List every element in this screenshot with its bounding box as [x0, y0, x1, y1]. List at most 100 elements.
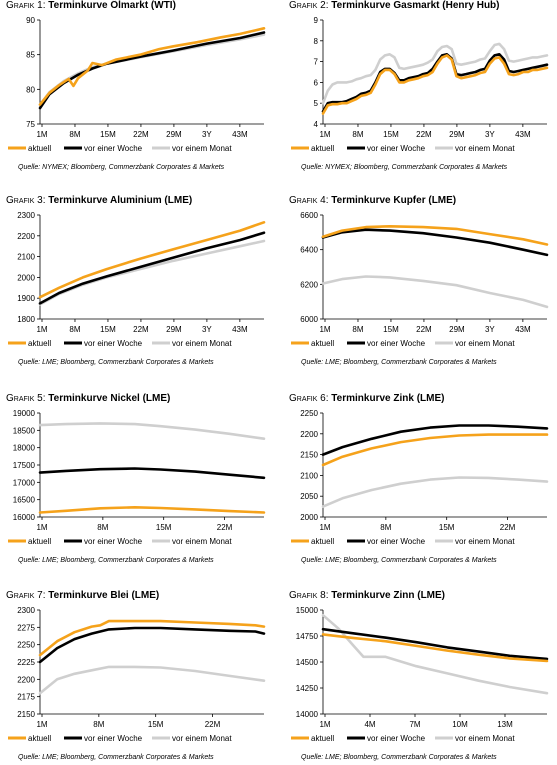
legend-label: aktuell	[28, 339, 51, 348]
x-tick-label: 15M	[383, 130, 399, 139]
chart-panel-5: Grafik 5: Terminkurve Nickel (LME) 16000 1…	[2, 393, 272, 568]
x-tick-label: 1M	[319, 720, 330, 729]
chart-source: Quelle: LME; Bloomberg, Commerzbank Corp…	[18, 359, 214, 366]
series-line-aktuell	[38, 221, 266, 299]
y-tick-label: 2175	[17, 693, 35, 702]
y-tick-label: 2200	[17, 232, 35, 241]
y-tick-label: 1900	[17, 294, 35, 303]
chart-title-text: Terminkurve Aluminium (LME)	[48, 195, 193, 206]
chart-panel-4: Grafik 4: Terminkurve Kupfer (LME) 6000 62…	[285, 195, 555, 370]
series-line-vor-einem-monat	[38, 239, 266, 306]
y-tick-label: 2250	[300, 409, 318, 418]
x-tick-label: 3Y	[202, 325, 212, 334]
series-line-vor-einer-woche	[38, 231, 266, 305]
legend-label: vor einer Woche	[367, 537, 426, 546]
y-tick-label: 80	[26, 85, 35, 94]
legend-label: vor einer Woche	[84, 144, 143, 153]
y-tick-label: 2000	[17, 273, 35, 282]
chart-number: Grafik 8:	[289, 590, 332, 601]
y-tick-label: 19000	[13, 409, 36, 418]
series-line-vor-einer-woche	[321, 53, 549, 113]
series-line-vor-einem-monat	[38, 665, 266, 695]
y-tick-label: 2000	[300, 513, 318, 522]
series-line-vor-einem-monat	[321, 42, 549, 105]
x-tick-label: 29M	[166, 325, 182, 334]
series-line-vor-einem-monat	[321, 275, 549, 309]
chart-number: Grafik 1:	[6, 0, 49, 11]
legend-label: vor einem Monat	[455, 144, 515, 153]
chart-source: Quelle: LME; Bloomberg, Commerzbank Corp…	[18, 754, 214, 761]
series-line-vor-einer-woche	[38, 31, 266, 110]
chart-title: Grafik 6: Terminkurve Zink (LME)	[289, 393, 444, 404]
series-line-vor-einem-monat	[321, 476, 549, 508]
chart-svg: 4 5 6 7 8 9 1M 8M 15M 22M 29M 3Y 43M aktuell vor einer…	[291, 16, 549, 153]
x-tick-label: 8M	[97, 523, 108, 532]
x-tick-label: 22M	[217, 523, 233, 532]
legend-label: aktuell	[311, 144, 334, 153]
chart-svg: 75 80 85 90 1M 8M 15M 22M 29M 3Y 43M aktuell vor ein…	[8, 16, 266, 153]
y-tick-label: 9	[314, 16, 319, 25]
legend-label: vor einem Monat	[455, 339, 515, 348]
chart-title-text: Terminkurve Zink (LME)	[331, 393, 445, 404]
x-tick-label: 22M	[416, 325, 432, 334]
x-tick-label: 22M	[416, 130, 432, 139]
x-tick-label: 15M	[100, 130, 116, 139]
x-tick-label: 10M	[452, 720, 468, 729]
x-tick-label: 3Y	[202, 130, 212, 139]
x-tick-label: 1M	[319, 325, 330, 334]
chart-title: Grafik 4: Terminkurve Kupfer (LME)	[289, 195, 456, 206]
chart-source: Quelle: LME; Bloomberg, Commerzbank Corp…	[301, 359, 497, 366]
series-line-vor-einem-monat	[321, 613, 549, 695]
legend-label: aktuell	[311, 537, 334, 546]
y-tick-label: 18500	[13, 426, 36, 435]
chart-number: Grafik 4:	[289, 195, 332, 206]
y-tick-label: 16000	[13, 513, 36, 522]
x-tick-label: 43M	[232, 130, 248, 139]
chart-svg: 6000 6200 6400 6600 1M 8M 15M 22M 29M 3Y 43M aktuel…	[291, 211, 549, 348]
chart-source: Quelle: LME; Bloomberg, Commerzbank Corp…	[18, 557, 214, 564]
chart-panel-8: Grafik 8: Terminkurve Zinn (LME) 14000 142…	[285, 590, 555, 765]
x-tick-label: 22M	[205, 720, 221, 729]
chart-title: Grafik 8: Terminkurve Zinn (LME)	[289, 590, 445, 601]
chart-source: Quelle: LME; Bloomberg, Commerzbank Corp…	[301, 557, 497, 564]
chart-number: Grafik 7:	[6, 590, 49, 601]
x-tick-label: 15M	[148, 720, 164, 729]
x-tick-label: 15M	[100, 325, 116, 334]
legend-label: vor einer Woche	[367, 144, 426, 153]
series-line-vor-einer-woche	[38, 626, 266, 664]
x-tick-label: 43M	[515, 325, 531, 334]
y-tick-label: 7	[314, 58, 319, 67]
chart-svg: 1800 1900 2000 2100 2200 2300 1M 8M 15M 22M 29M 3Y 4…	[8, 211, 266, 348]
legend-label: aktuell	[28, 144, 51, 153]
legend-label: vor einem Monat	[172, 734, 232, 743]
series-line-vor-einer-woche	[38, 467, 266, 480]
y-tick-label: 17000	[13, 478, 36, 487]
axis-lines	[39, 413, 264, 518]
legend-label: vor einem Monat	[172, 144, 232, 153]
x-tick-label: 3Y	[485, 130, 495, 139]
legend-label: aktuell	[311, 339, 334, 348]
y-tick-label: 15000	[296, 606, 319, 615]
chart-title-text: Terminkurve Zinn (LME)	[331, 590, 446, 601]
series-line-aktuell	[321, 433, 549, 467]
chart-title: Grafik 2: Terminkurve Gasmarkt (Henry Hu…	[289, 0, 500, 11]
y-tick-label: 14250	[296, 684, 319, 693]
y-tick-label: 4	[314, 120, 319, 129]
chart-panel-7: Grafik 7: Terminkurve Blei (LME) 2150 2175…	[2, 590, 272, 765]
legend-label: aktuell	[28, 734, 51, 743]
series-line-aktuell	[321, 633, 549, 663]
series-line-aktuell	[38, 506, 266, 514]
x-tick-label: 8M	[380, 523, 391, 532]
series-line-aktuell	[38, 27, 266, 106]
x-tick-label: 22M	[133, 325, 149, 334]
legend-label: vor einem Monat	[172, 537, 232, 546]
y-tick-label: 2300	[17, 211, 35, 220]
chart-number: Grafik 2:	[289, 0, 332, 11]
x-tick-label: 43M	[232, 325, 248, 334]
y-tick-label: 2200	[300, 430, 318, 439]
legend-label: vor einer Woche	[84, 339, 143, 348]
x-tick-label: 8M	[69, 325, 80, 334]
axis-lines	[322, 413, 547, 518]
x-tick-label: 43M	[515, 130, 531, 139]
chart-number: Grafik 6:	[289, 393, 332, 404]
